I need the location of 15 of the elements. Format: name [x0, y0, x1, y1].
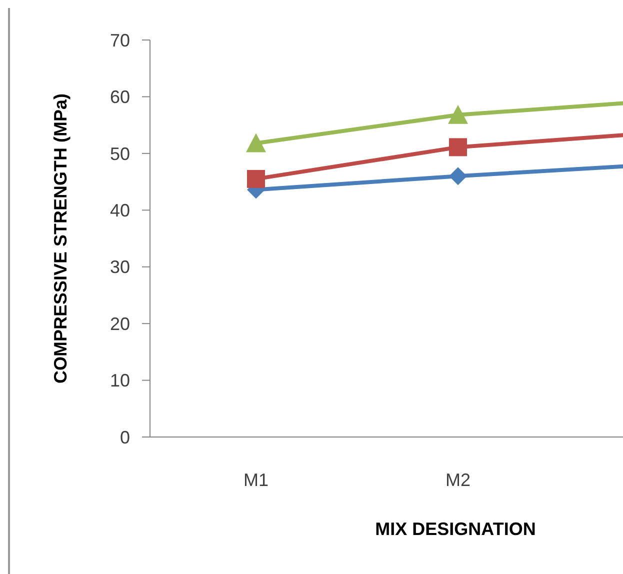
y-tick-label: 30 — [110, 257, 130, 278]
y-tick-label: 20 — [110, 314, 130, 334]
y-tick-label: 0 — [120, 427, 130, 448]
point — [449, 167, 467, 186]
y-tick-label: 60 — [110, 87, 130, 108]
point — [247, 170, 265, 188]
x-tick-label: M1 — [243, 470, 269, 490]
x-tick-label: M2 — [445, 470, 471, 490]
y-tick-label: 40 — [110, 200, 130, 221]
y-tick-label: 50 — [110, 144, 130, 164]
x-axis-title: MIX DESIGNATION — [375, 519, 536, 539]
y-tick-label: 70 — [110, 30, 130, 50]
y-axis-title: COMPRESSIVE STRENGTH (MPa) — [50, 93, 70, 384]
y-tick-label: 10 — [110, 370, 130, 391]
point — [449, 138, 467, 156]
